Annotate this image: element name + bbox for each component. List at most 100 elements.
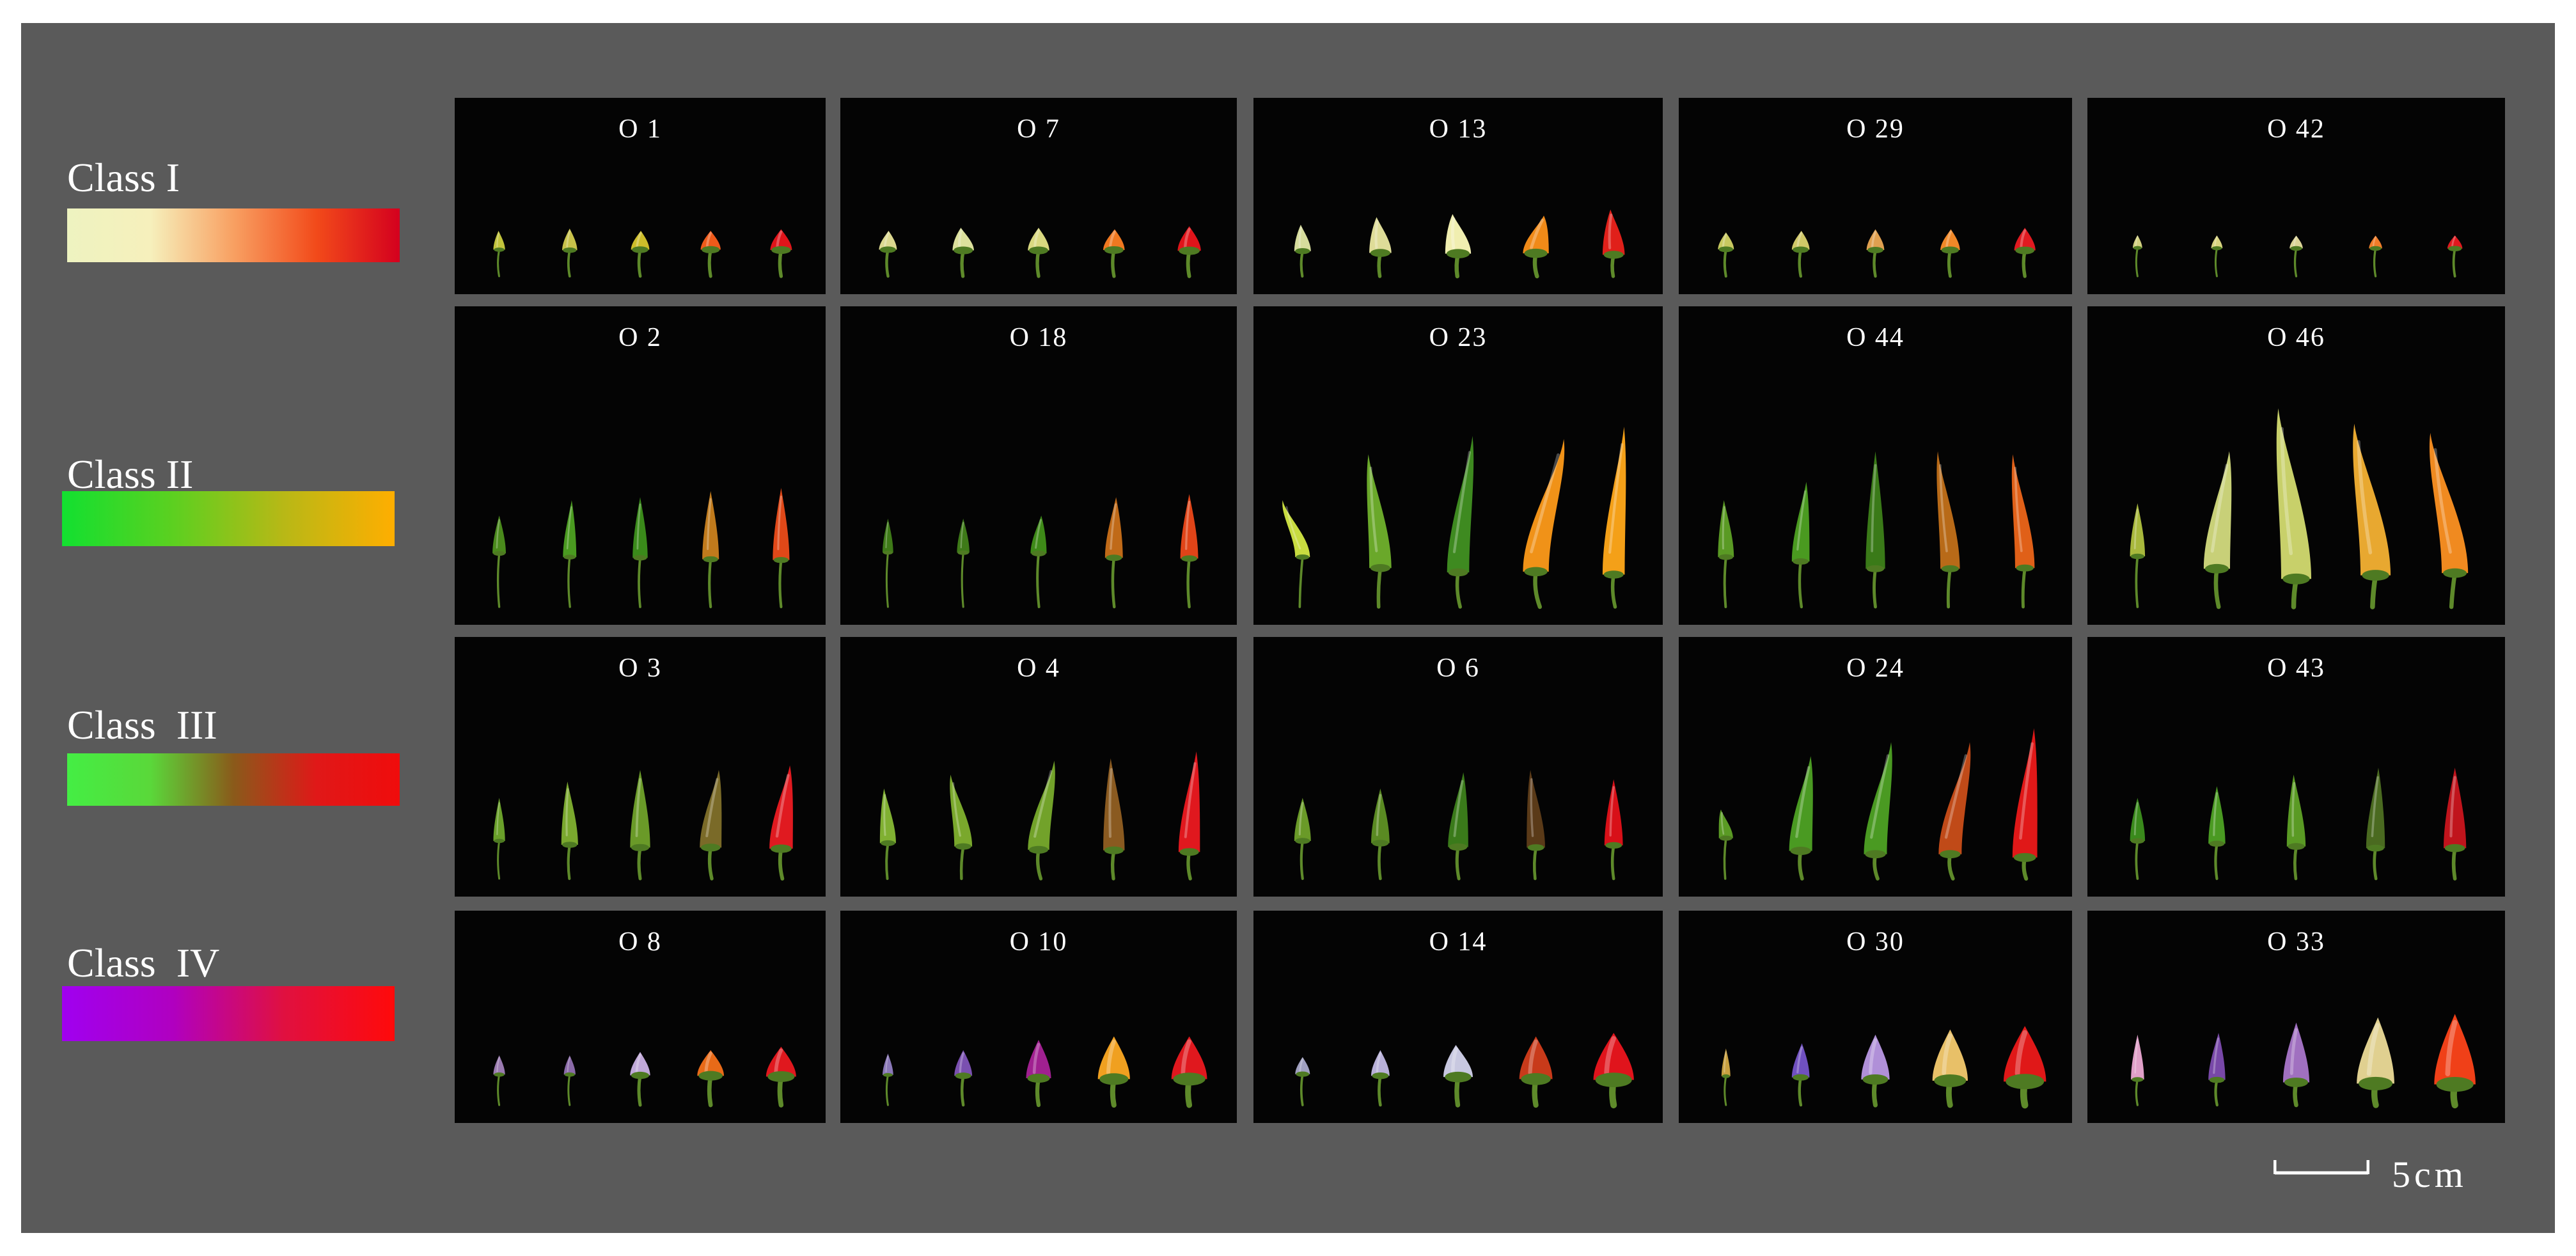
pepper-stem xyxy=(1798,560,1803,609)
pepper-row xyxy=(492,488,790,609)
pepper-pod xyxy=(1865,451,1885,569)
pepper-highlight xyxy=(1871,230,1877,248)
pepper-stem xyxy=(1300,839,1304,881)
class-label-1: Class I xyxy=(67,155,180,200)
pepper-stem xyxy=(885,842,890,881)
pepper-fruit xyxy=(1861,1034,1890,1108)
pepper-fruit xyxy=(1103,758,1125,881)
pepper-highlight xyxy=(2451,236,2456,248)
pepper-fruit xyxy=(1371,1050,1390,1107)
pepper-highlight xyxy=(1033,229,1041,249)
pepper-highlight xyxy=(775,774,790,838)
pepper-pod xyxy=(700,770,722,848)
pepper-fruit xyxy=(1294,797,1311,881)
scale-label: 5cm xyxy=(2392,1154,2467,1195)
pepper-calyx xyxy=(1370,563,1390,572)
accession-label: O 10 xyxy=(1009,927,1068,957)
pepper-pod xyxy=(952,228,974,251)
pepper-stem xyxy=(885,248,890,278)
pepper-row xyxy=(1718,228,2036,278)
pepper-pod xyxy=(2012,728,2038,858)
pepper-highlight xyxy=(1184,762,1197,838)
pepper-calyx xyxy=(2362,570,2389,581)
pepper-calyx xyxy=(1099,1073,1129,1085)
pepper-calyx xyxy=(631,1071,650,1079)
pepper-fruit xyxy=(700,770,722,881)
pepper-row xyxy=(2133,235,2463,278)
pepper-fruit xyxy=(2012,728,2038,881)
pepper-fruit xyxy=(1602,427,1626,609)
pepper-calyx xyxy=(955,1072,971,1079)
pepper-fruit xyxy=(1789,756,1813,881)
pepper-stem xyxy=(2449,570,2457,609)
scale-bar xyxy=(2274,1160,2369,1175)
pepper-calyx xyxy=(1524,567,1548,577)
pepper-pod xyxy=(769,765,793,849)
pepper-pod xyxy=(561,781,578,845)
pepper-calyx xyxy=(770,844,792,853)
pepper-calyx xyxy=(879,246,896,253)
pepper-fruit xyxy=(630,1051,650,1107)
pepper-pod xyxy=(883,1053,893,1075)
pepper-pod xyxy=(879,230,897,250)
pepper-stem xyxy=(1723,247,1727,278)
pepper-calyx xyxy=(1448,568,1468,577)
pepper-stem xyxy=(2451,846,2457,881)
pepper-highlight xyxy=(2372,236,2376,247)
pepper-pod xyxy=(2011,454,2035,569)
pepper-row xyxy=(883,1036,1207,1108)
pepper-tile: O 3 xyxy=(455,637,826,897)
pepper-pod xyxy=(1523,216,1549,254)
pepper-highlight xyxy=(1796,232,1803,248)
pepper-highlight xyxy=(1796,490,1807,551)
pepper-fruit xyxy=(2011,454,2035,609)
pepper-pod xyxy=(1523,439,1565,572)
pepper-pod xyxy=(563,1055,576,1075)
pepper-highlight xyxy=(2135,235,2139,247)
pepper-fruit xyxy=(1791,230,1810,278)
pepper-stem xyxy=(567,249,571,278)
pepper-pod xyxy=(1371,789,1390,844)
pepper-pod xyxy=(1866,229,1885,250)
pepper-calyx xyxy=(494,838,505,844)
pepper-calyx xyxy=(1027,1074,1050,1083)
pepper-highlight xyxy=(1374,220,1379,249)
pepper-stem xyxy=(2135,555,2139,608)
pepper-highlight xyxy=(1298,802,1304,836)
pepper-calyx xyxy=(1934,1074,1967,1087)
pepper-highlight xyxy=(2134,1039,2139,1074)
pepper-stem xyxy=(1111,248,1116,278)
pepper-pod xyxy=(493,230,505,250)
pepper-highlight xyxy=(566,230,571,248)
pepper-fruit xyxy=(1604,779,1623,881)
pepper-tile: O 43 xyxy=(2087,637,2505,897)
pepper-calyx xyxy=(1028,845,1049,854)
pepper-pod xyxy=(2003,1026,2046,1082)
pepper-calyx xyxy=(1296,554,1310,560)
pepper-pod xyxy=(1718,500,1734,558)
pepper-pod xyxy=(2130,797,2146,841)
pepper-stem xyxy=(2373,846,2378,881)
pepper-calyx xyxy=(1866,565,1885,572)
pepper-fruit xyxy=(1866,229,1885,278)
pepper-calyx xyxy=(1028,246,1049,255)
pepper-highlight xyxy=(2213,1037,2220,1074)
pepper-fruit xyxy=(493,797,505,880)
pepper-pod xyxy=(957,518,970,553)
pepper-highlight xyxy=(1795,765,1810,838)
pepper-calyx xyxy=(1793,1074,1809,1081)
pepper-calyx xyxy=(1793,246,1809,253)
pepper-stem xyxy=(1378,1074,1382,1107)
pepper-highlight xyxy=(496,1056,500,1072)
pepper-pod xyxy=(2131,1034,2144,1079)
pepper-highlight xyxy=(958,229,963,249)
accession-label: O 24 xyxy=(1846,654,1905,683)
pepper-highlight xyxy=(2445,1019,2458,1077)
pepper-pod xyxy=(950,774,973,847)
pepper-stem xyxy=(1300,249,1304,278)
pepper-pod xyxy=(2444,767,2467,849)
pepper-fruit xyxy=(1443,1045,1473,1108)
pepper-highlight xyxy=(1108,768,1113,838)
pepper-calyx xyxy=(2282,573,2310,585)
pepper-calyx xyxy=(2130,838,2144,844)
